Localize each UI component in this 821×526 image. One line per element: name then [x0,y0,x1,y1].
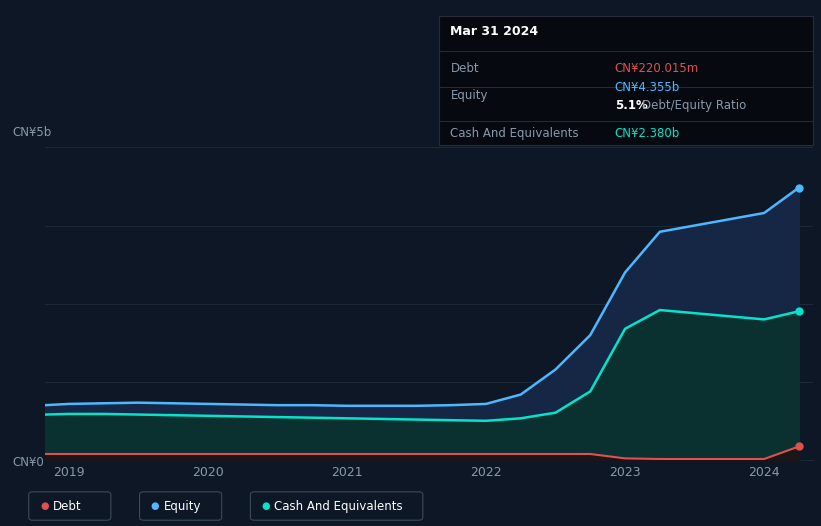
Point [792,442,805,451]
Text: Debt/Equity Ratio: Debt/Equity Ratio [642,99,746,113]
Text: Cash And Equivalents: Cash And Equivalents [451,127,579,139]
Text: 5.1%: 5.1% [615,99,648,113]
Text: ●: ● [151,501,159,511]
Text: CN¥220.015m: CN¥220.015m [615,62,699,75]
Text: Cash And Equivalents: Cash And Equivalents [274,500,403,512]
Point [792,184,805,192]
Text: CN¥0: CN¥0 [12,456,44,469]
Text: Equity: Equity [451,89,488,102]
Text: ●: ● [40,501,48,511]
Text: Equity: Equity [163,500,201,512]
Text: Debt: Debt [451,62,479,75]
Text: Debt: Debt [53,500,81,512]
Text: CN¥2.380b: CN¥2.380b [615,127,680,139]
Point [792,307,805,316]
Text: Mar 31 2024: Mar 31 2024 [451,25,539,38]
Text: ●: ● [262,501,270,511]
Text: CN¥4.355b: CN¥4.355b [615,82,680,95]
Text: CN¥5b: CN¥5b [12,126,52,139]
